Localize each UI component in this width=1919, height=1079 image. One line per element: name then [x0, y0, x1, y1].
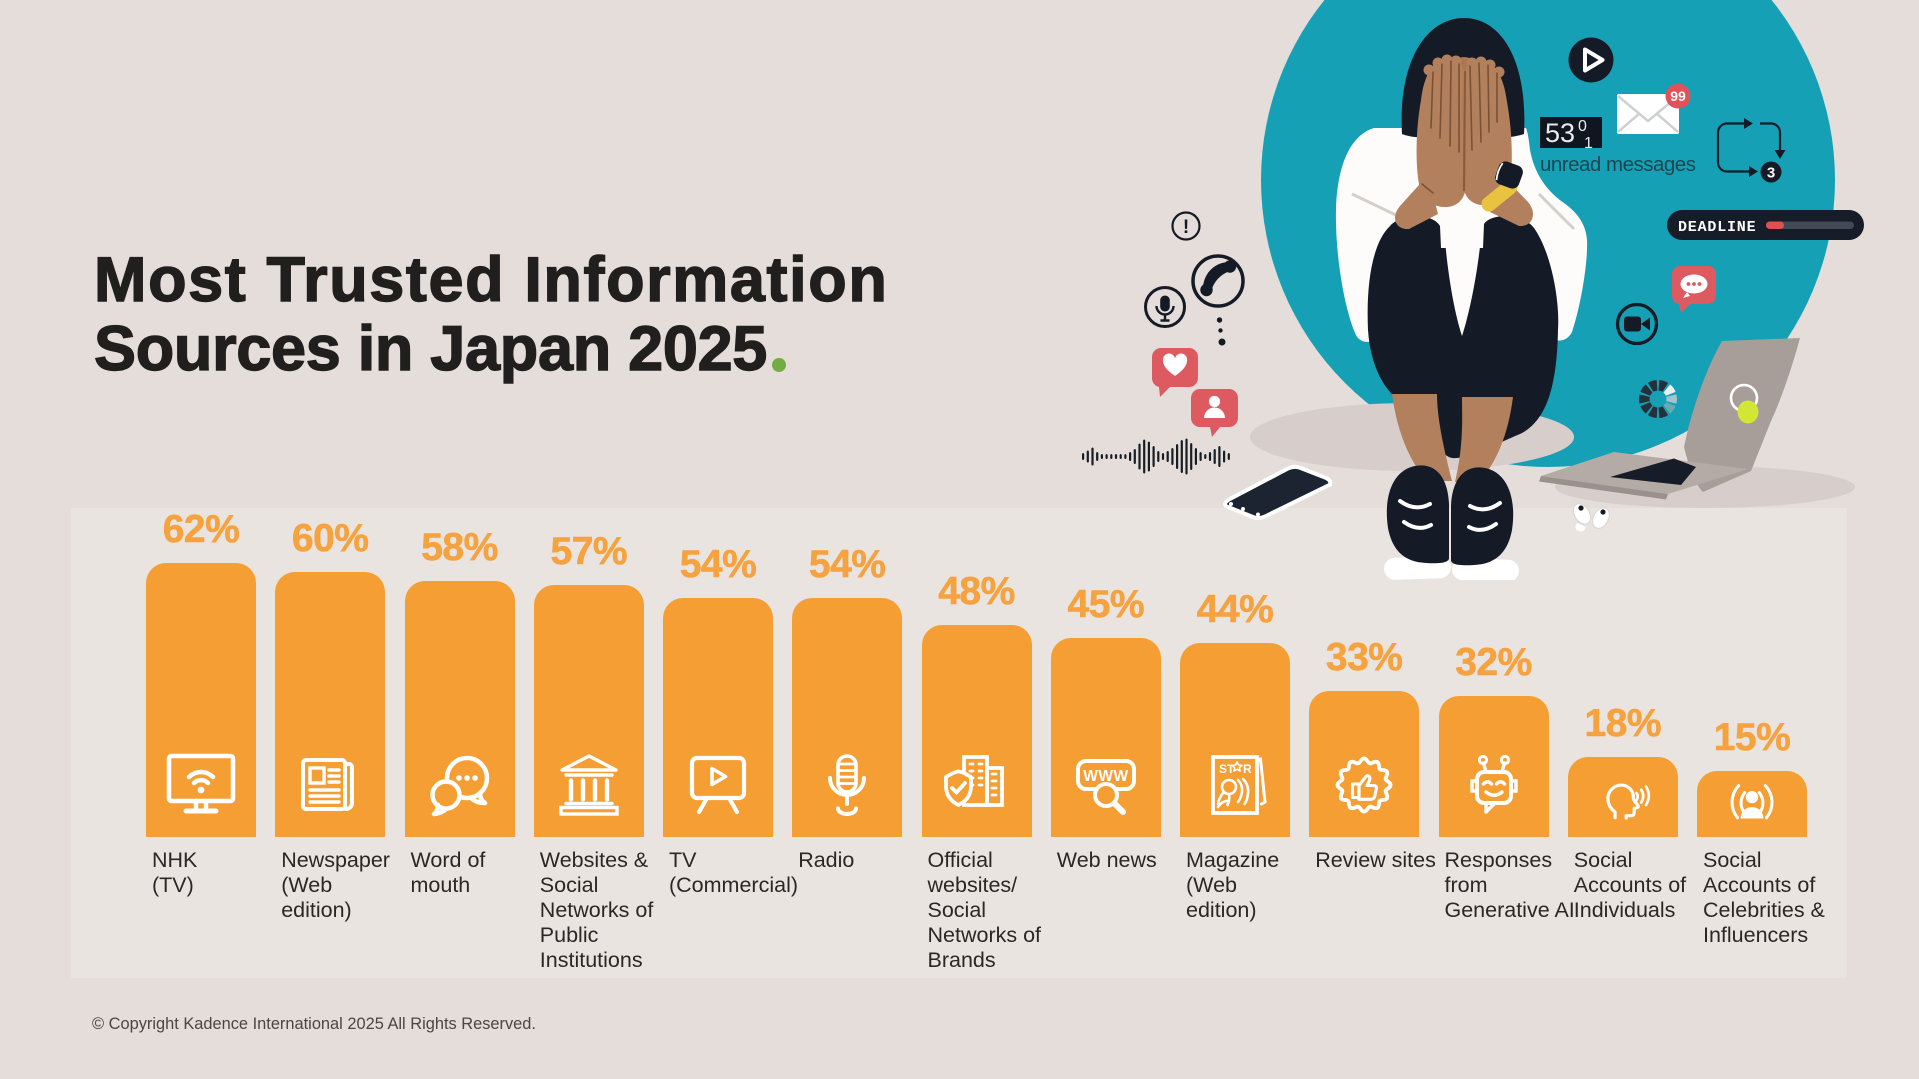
- svg-text:DEADLINE: DEADLINE: [1678, 219, 1756, 236]
- svg-text:!: !: [1183, 217, 1189, 238]
- svg-text:53: 53: [1545, 118, 1575, 148]
- svg-text:unread messages: unread messages: [1540, 153, 1696, 176]
- svg-text:3: 3: [1767, 165, 1775, 182]
- svg-text:R: R: [1243, 762, 1252, 776]
- svg-text:WWW: WWW: [1083, 768, 1128, 785]
- svg-text:0: 0: [1578, 118, 1587, 135]
- svg-text:99: 99: [1670, 88, 1686, 104]
- svg-text:1: 1: [1584, 135, 1593, 152]
- svg-text:ST: ST: [1219, 762, 1235, 776]
